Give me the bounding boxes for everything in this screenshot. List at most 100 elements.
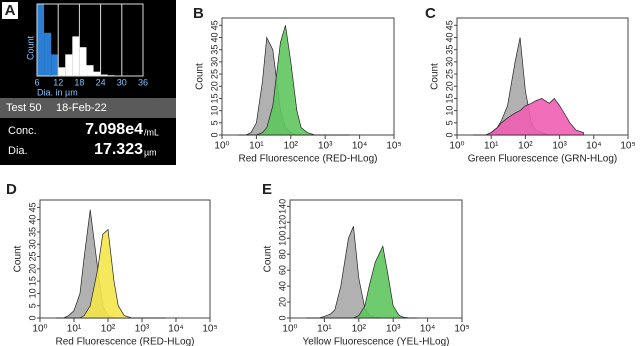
y-tick-label: 35 [209, 45, 219, 55]
y-tick-label: 40 [209, 32, 219, 42]
y-tick-label: 40 [27, 215, 37, 225]
y-tick-label: 35 [444, 45, 454, 55]
x-tick-label: 10² [518, 141, 533, 152]
histogram-bar [65, 54, 73, 76]
y-tick-label: 20 [444, 81, 454, 91]
histogram-area [306, 245, 418, 319]
y-tick-label: 80 [277, 249, 287, 259]
reading-value: 7.098e4 [85, 121, 143, 138]
x-axis-label: Dia. in µm [37, 87, 78, 97]
info-band [0, 98, 176, 118]
x-tick-label: 10⁴ [352, 141, 367, 152]
histogram-area [473, 97, 584, 136]
x-tick-label: 10⁴ [586, 141, 601, 152]
x-axis-label: Green Fluorescence (GRN-HLog) [468, 154, 618, 165]
y-tick-label: 45 [209, 20, 219, 30]
x-tick-label: 10⁵ [386, 141, 401, 152]
y-axis-label: Count [25, 36, 35, 61]
histogram-bar [100, 74, 108, 76]
histogram-bar [93, 71, 101, 76]
x-tick-label: 10¹ [249, 141, 264, 152]
x-tick-label: 6 [34, 77, 39, 87]
y-tick-label: 30 [209, 57, 219, 67]
histogram-bar [51, 54, 59, 76]
plot-frame [39, 199, 211, 319]
y-tick-label: 25 [27, 252, 37, 262]
histogram-area [56, 228, 166, 319]
histogram-bar [72, 36, 80, 76]
histogram-area [238, 25, 350, 136]
x-tick-label: 10¹ [67, 324, 82, 335]
x-tick-label: 10⁴ [168, 324, 183, 335]
y-tick-label: 0 [277, 315, 287, 320]
y-tick-label: 5 [209, 120, 219, 125]
y-tick-label: 10 [444, 106, 454, 116]
y-tick-label: 0 [209, 132, 219, 137]
y-tick-label: 0 [27, 315, 37, 320]
y-axis-label: Count [430, 63, 441, 90]
x-tick-label: 10⁵ [454, 324, 469, 335]
x-tick-label: 10⁵ [620, 141, 635, 152]
y-tick-label: 60 [277, 265, 287, 275]
x-tick-label: 10⁰ [449, 141, 464, 152]
panel-letter: C [425, 5, 436, 22]
x-tick-label: 10¹ [484, 141, 499, 152]
y-tick-label: 10 [27, 288, 37, 298]
x-axis-label: Red Fluorescence (RED-HLog) [56, 337, 195, 346]
panel-letter: D [6, 181, 17, 198]
device-screen [0, 0, 176, 165]
y-tick-label: 120 [277, 215, 287, 230]
x-tick-label: 10⁰ [282, 324, 297, 335]
y-tick-label: 45 [27, 202, 37, 212]
x-tick-label: 10³ [318, 141, 333, 152]
x-tick-label: 24 [96, 77, 106, 87]
plot-frame [221, 17, 395, 136]
test-date: 18-Feb-22 [56, 102, 107, 114]
y-tick-label: 25 [444, 69, 454, 79]
x-tick-label: 12 [53, 77, 63, 87]
x-tick-label: 30 [117, 77, 127, 87]
y-tick-label: 5 [444, 120, 454, 125]
test-name: Test 50 [6, 102, 41, 114]
y-tick-label: 40 [277, 281, 287, 291]
plot-frame [36, 3, 144, 77]
panel-letter-box [2, 2, 18, 19]
histogram-bar [79, 47, 87, 76]
y-tick-label: 45 [444, 20, 454, 30]
x-tick-label: 36 [138, 77, 148, 87]
y-tick-label: 40 [444, 32, 454, 42]
y-tick-label: 140 [277, 199, 287, 214]
y-tick-label: 20 [27, 264, 37, 274]
x-axis-label: Yellow Fluorescence (YEL-HLog) [303, 337, 450, 346]
panel-letter: E [262, 181, 272, 198]
x-tick-label: 10³ [386, 324, 401, 335]
y-axis-label: Count [263, 245, 274, 272]
y-axis-label: Count [13, 245, 24, 272]
reading-label: Dia. [8, 145, 28, 157]
x-tick-label: 10⁰ [214, 141, 229, 152]
reading-unit: /mL [144, 127, 159, 137]
reading-label: Conc. [8, 125, 37, 137]
y-tick-label: 0 [444, 132, 454, 137]
y-tick-label: 35 [27, 227, 37, 237]
x-tick-label: 10⁰ [32, 324, 47, 335]
x-tick-label: 10³ [552, 141, 567, 152]
y-tick-label: 100 [277, 231, 287, 246]
histogram-bar [86, 65, 94, 76]
y-tick-label: 20 [209, 81, 219, 91]
y-tick-label: 5 [27, 303, 37, 308]
histogram-bar [37, 4, 45, 76]
reading-unit: µm [144, 147, 157, 157]
x-axis-label: Red Fluorescence (RED-HLog) [239, 154, 378, 165]
x-tick-label: 10² [101, 324, 116, 335]
x-tick-label: 10¹ [317, 324, 332, 335]
x-tick-label: 10² [352, 324, 367, 335]
y-tick-label: 10 [209, 106, 219, 116]
panel-letter: B [193, 5, 204, 22]
y-tick-label: 30 [27, 239, 37, 249]
y-axis-label: Count [195, 63, 206, 90]
y-tick-label: 25 [209, 69, 219, 79]
y-tick-label: 30 [444, 57, 454, 67]
